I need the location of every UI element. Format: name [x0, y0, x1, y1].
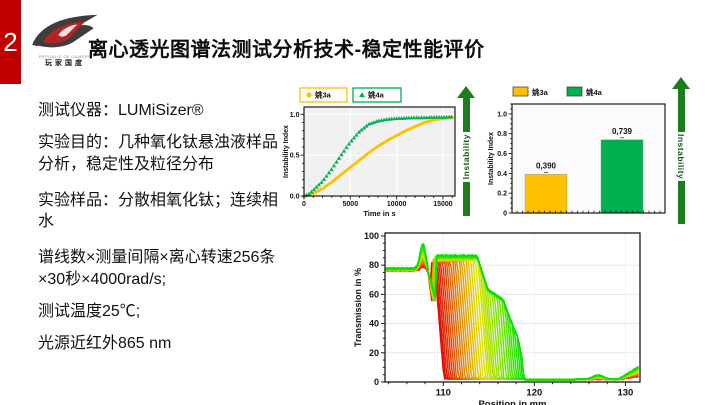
svg-text:0.4: 0.4: [497, 171, 507, 178]
svg-text:0,390: 0,390: [536, 161, 557, 170]
info-line-settings: 谱线数×测量间隔×离心转速256条×30秒×4000rad/s;: [38, 249, 276, 288]
instability-arrow-label: Instability: [676, 133, 686, 180]
svg-text:10000: 10000: [387, 201, 407, 208]
svg-text:60: 60: [369, 289, 379, 299]
svg-text:姚4a: 姚4a: [367, 90, 385, 100]
svg-text:5000: 5000: [343, 201, 359, 208]
instability-arrow-label: Instability: [461, 134, 471, 180]
svg-text:15000: 15000: [433, 201, 453, 208]
svg-text:1.0: 1.0: [290, 112, 300, 119]
svg-text:130: 130: [617, 388, 633, 399]
rog-eye-icon: [31, 14, 98, 48]
svg-text:0.2: 0.2: [497, 191, 507, 198]
svg-text:110: 110: [436, 388, 451, 399]
up-arrow-head-icon: [672, 77, 690, 89]
up-arrow-head-icon: [457, 86, 475, 98]
svg-text:40: 40: [369, 319, 379, 329]
info-line-purpose: 实验目的：几种氧化钛悬浊液样品分析，稳定性及粒径分布: [38, 134, 279, 173]
info-line-temperature: 测试温度25℃;: [38, 302, 141, 320]
svg-text:100: 100: [364, 231, 379, 241]
info-line-instrument: 测试仪器：LUMiSizer®: [38, 102, 204, 119]
svg-text:Position in mm: Position in mm: [478, 399, 546, 405]
svg-text:120: 120: [526, 388, 542, 399]
info-line-lightsource: 光源近红外865 nm: [38, 335, 172, 353]
page-number-badge: 2: [0, 0, 21, 84]
svg-text:姚4a: 姚4a: [585, 87, 603, 97]
svg-text:姚3a: 姚3a: [314, 90, 332, 100]
info-line-sample: 实验样品：分散相氧化钛；连续相水: [38, 191, 279, 231]
svg-text:1.0: 1.0: [497, 111, 507, 118]
experiment-info-panel: 测试仪器：LUMiSizer® 实验目的：几种氧化钛悬浊液样品分析，稳定性及粒径…: [38, 100, 290, 365]
page-title: 离心透光图谱法测试分析技术-稳定性能评价: [88, 39, 485, 61]
svg-text:姚3a: 姚3a: [531, 87, 549, 97]
svg-text:0: 0: [374, 377, 379, 387]
bar-chart-instability-index: 0,390 0,739 0 0.2 0.4 0.6 0.8 1.0 Instability In…: [487, 83, 679, 226]
svg-text:0.6: 0.6: [497, 151, 507, 158]
svg-text:20: 20: [369, 348, 379, 358]
svg-text:Instability Index: Instability Index: [488, 132, 495, 185]
logo-caption-en: REPUBLIC OF GAMERS: [38, 54, 92, 59]
svg-text:0.0: 0.0: [290, 194, 300, 201]
rog-logo: REPUBLIC OF GAMERS 玩家国度: [27, 12, 103, 68]
instability-arrow-right: Instability: [672, 77, 690, 224]
page-number: 2: [3, 26, 18, 57]
instability-arrow-left: Instability: [457, 86, 475, 216]
svg-text:0.8: 0.8: [497, 131, 507, 138]
svg-text:Time in s: Time in s: [363, 209, 395, 218]
svg-text:0.5: 0.5: [290, 153, 300, 160]
line-chart-instability-vs-time: 0 5000 10000 15000 0.0 0.5 1.0 Time in s Instabi…: [280, 84, 462, 223]
svg-text:80: 80: [369, 260, 379, 270]
svg-text:Instability Index: Instability Index: [283, 125, 290, 178]
svg-text:0: 0: [503, 211, 507, 218]
profile-chart-transmission: 110 120 130 0 20 40 60 80 100 Position in mm Trans…: [352, 222, 652, 405]
logo-caption-cn: 玩家国度: [45, 60, 85, 67]
svg-text:Transmission in %: Transmission in %: [353, 268, 363, 347]
svg-text:0: 0: [302, 201, 306, 208]
svg-text:0,739: 0,739: [612, 127, 633, 136]
